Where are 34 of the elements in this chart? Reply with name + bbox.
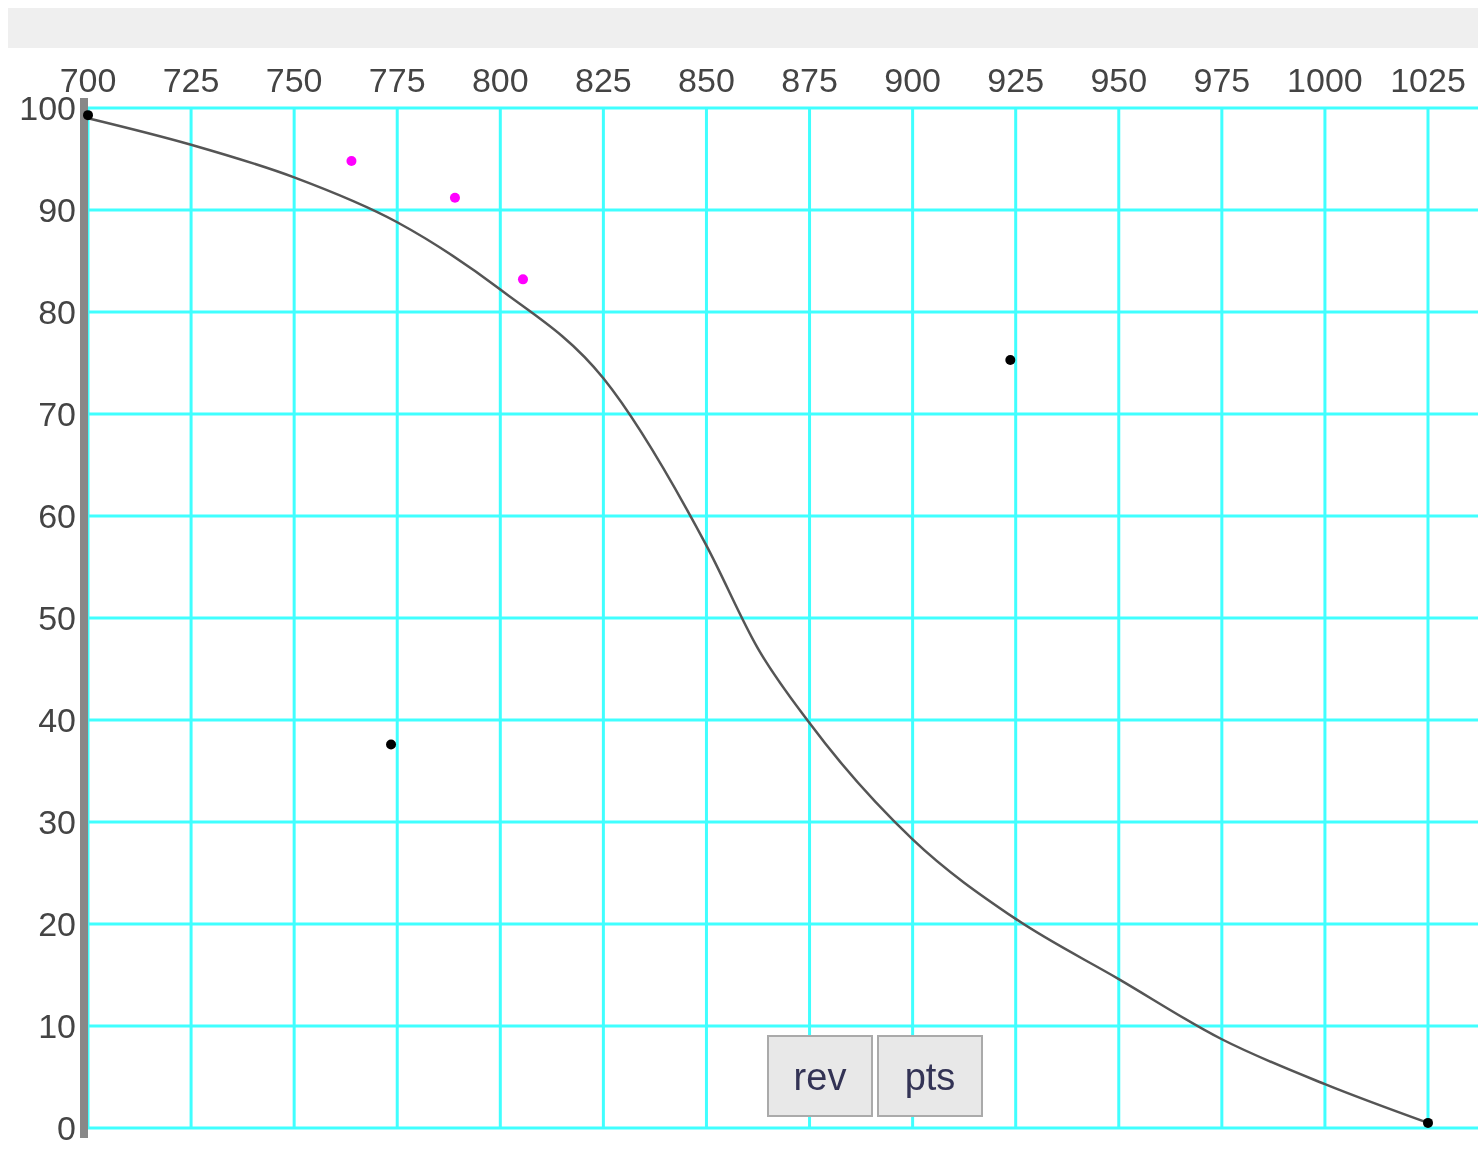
annotation: rev xyxy=(793,1056,847,1098)
x-tick-label: 1025 xyxy=(1390,61,1466,99)
x-tick-label: 750 xyxy=(265,61,323,99)
y-tick-label: 80 xyxy=(38,292,76,331)
button: rev xyxy=(767,1035,873,1117)
y-tick-label: 90 xyxy=(38,190,76,229)
y-tick-label: 40 xyxy=(38,700,76,739)
y-tick-label: 30 xyxy=(38,802,76,841)
y-tick-label: 10 xyxy=(38,1006,76,1045)
x-tick-label: 725 xyxy=(162,61,220,99)
y-tick-label: 60 xyxy=(38,496,76,535)
x-tick-label: 950 xyxy=(1090,61,1148,99)
x-tick-label: 850 xyxy=(678,61,735,99)
x-tick-label: 1000 xyxy=(1287,61,1363,99)
x-tick-label: 875 xyxy=(781,61,838,99)
x-tick-label: 800 xyxy=(471,61,529,99)
y-tick-label: 70 xyxy=(38,394,76,433)
point xyxy=(449,192,460,203)
point xyxy=(1423,1117,1433,1128)
point xyxy=(517,274,528,285)
point xyxy=(386,739,397,750)
point xyxy=(1005,354,1016,365)
y-tick-label: 20 xyxy=(38,904,76,943)
button: pts xyxy=(877,1035,983,1117)
x-tick-label: 775 xyxy=(368,61,426,99)
x-tick-label: 900 xyxy=(884,61,941,99)
point xyxy=(346,156,357,167)
y-tick-label: 50 xyxy=(38,598,76,637)
x-tick-label: 925 xyxy=(987,61,1045,99)
y-tick-label: 0 xyxy=(57,1108,76,1147)
x-tick-label: 825 xyxy=(575,61,632,99)
point xyxy=(83,110,93,121)
annotation: pts xyxy=(904,1056,956,1098)
x-tick-label: 975 xyxy=(1193,61,1251,99)
